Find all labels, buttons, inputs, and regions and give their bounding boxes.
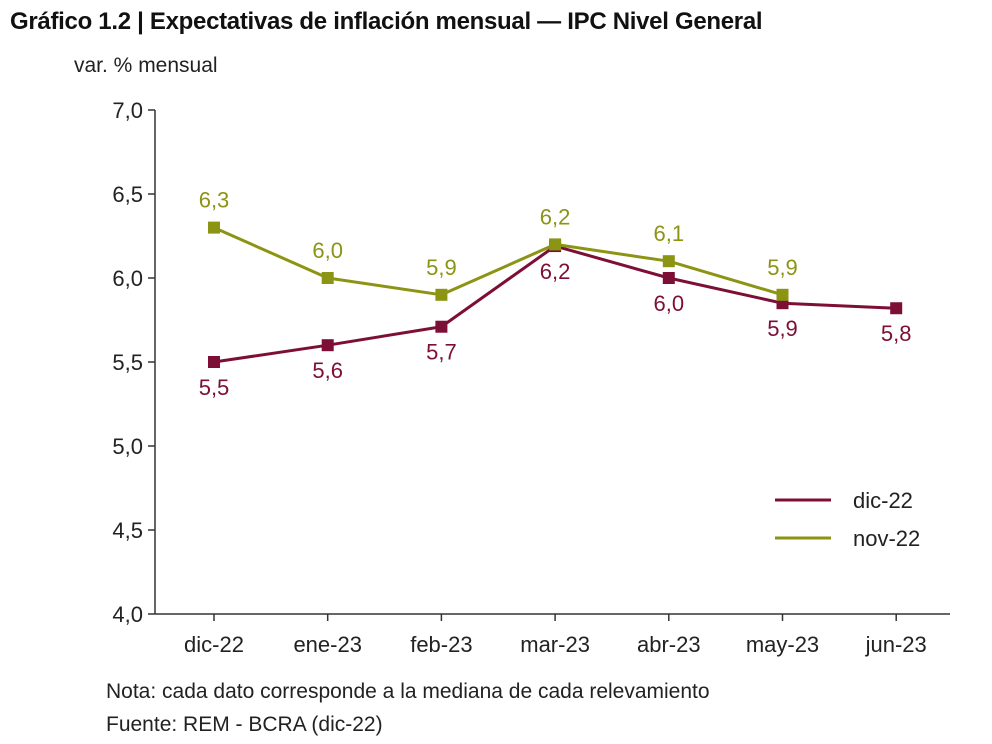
data-point-nov-22 xyxy=(662,255,675,268)
y-tick-label: 6,5 xyxy=(112,182,143,207)
data-label-nov-22: 5,9 xyxy=(767,255,798,280)
data-label-dic-22: 5,5 xyxy=(199,375,230,400)
x-tick-label: mar-23 xyxy=(520,632,590,657)
chart-title: Gráfico 1.2 | Expectativas de inflación … xyxy=(10,8,763,35)
x-tick-label: feb-23 xyxy=(410,632,472,657)
y-tick-label: 6,0 xyxy=(112,266,143,291)
data-label-dic-22: 5,6 xyxy=(312,358,343,383)
y-tick-label: 4,0 xyxy=(112,602,143,627)
data-label-nov-22: 6,1 xyxy=(654,221,685,246)
line-chart: 4,0 4,5 5,0 5,5 6,0 6,5 7,0 dic-22 ene-23 feb-23 m… xyxy=(112,98,950,657)
x-tick-label: jun-23 xyxy=(865,632,927,657)
chart-note: Nota: cada dato corresponde a la mediana… xyxy=(106,680,710,703)
data-point-dic-22 xyxy=(321,339,334,352)
data-point-dic-22 xyxy=(662,272,675,284)
data-label-nov-22: 6,2 xyxy=(540,204,571,229)
data-label-dic-22: 6,2 xyxy=(540,259,571,284)
data-point-nov-22 xyxy=(208,221,220,234)
x-tick-label: ene-23 xyxy=(293,632,362,657)
data-label-nov-22: 6,3 xyxy=(199,188,230,213)
data-point-dic-22 xyxy=(890,302,903,315)
x-tick-label: dic-22 xyxy=(184,632,244,657)
y-tick-label: 7,0 xyxy=(112,98,143,123)
series-line-nov-22 xyxy=(213,226,783,297)
x-tick-label: may-23 xyxy=(746,632,819,657)
data-label-dic-22: 6,0 xyxy=(654,291,685,316)
data-point-nov-22 xyxy=(549,238,562,251)
data-label-nov-22: 6,0 xyxy=(312,238,343,263)
legend-label-dic-22: dic-22 xyxy=(853,488,913,513)
chart-source: Fuente: REM - BCRA (dic-22) xyxy=(106,713,383,736)
y-tick-label: 5,0 xyxy=(112,434,143,459)
data-point-nov-22 xyxy=(435,288,448,301)
data-label-nov-22: 5,9 xyxy=(426,255,457,280)
data-label-dic-22: 5,8 xyxy=(881,321,912,346)
y-tick-label: 4,5 xyxy=(112,518,143,543)
legend-label-nov-22: nov-22 xyxy=(853,526,920,551)
y-axis-unit-label: var. % mensual xyxy=(74,54,218,77)
data-point-nov-22 xyxy=(321,272,334,284)
data-point-dic-22 xyxy=(208,356,220,368)
data-point-nov-22 xyxy=(776,288,789,301)
x-tick-label: abr-23 xyxy=(637,632,701,657)
data-label-dic-22: 5,9 xyxy=(767,316,798,341)
y-tick-label: 5,5 xyxy=(112,350,143,375)
data-point-dic-22 xyxy=(435,320,448,333)
data-label-dic-22: 5,7 xyxy=(426,340,457,365)
